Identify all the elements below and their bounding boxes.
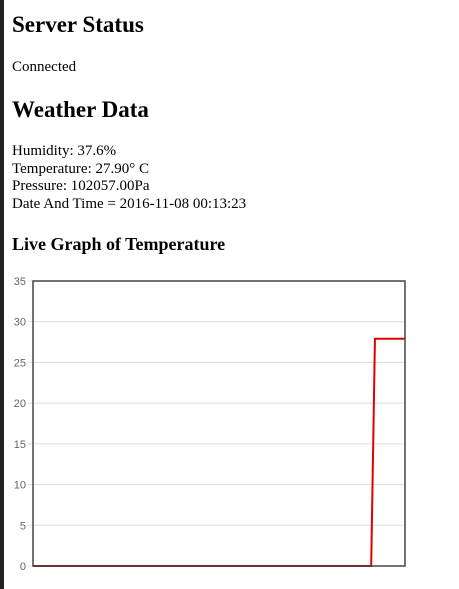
pressure-reading: Pressure: 102057.00Pa bbox=[12, 178, 150, 194]
datetime-reading: Date And Time = 2016-11-08 00:13:23 bbox=[12, 195, 247, 212]
live-graph-heading: Live Graph of Temperature bbox=[12, 234, 226, 254]
plot-area-frame bbox=[32, 280, 406, 567]
temperature-series-line bbox=[33, 337, 405, 567]
window-left-border bbox=[0, 0, 4, 589]
server-status-heading: Server Status bbox=[12, 12, 144, 37]
humidity-reading: Humidity: 37.6% bbox=[12, 143, 117, 159]
y-tick-label: 25 bbox=[14, 357, 26, 369]
y-axis-ticks: 0 5 10 15 20 25 30 35 bbox=[14, 276, 26, 573]
y-tick-label: 15 bbox=[14, 439, 26, 451]
y-tick-label: 20 bbox=[14, 398, 26, 410]
y-tick-label: 0 bbox=[20, 561, 26, 573]
weather-data-heading: Weather Data bbox=[12, 97, 149, 122]
temperature-reading: Temperature: 27.90° C bbox=[12, 160, 149, 177]
y-tick-label: 30 bbox=[14, 317, 26, 329]
y-tick-label: 5 bbox=[20, 520, 26, 532]
temperature-chart: 0 5 10 15 20 25 30 35 bbox=[14, 276, 406, 573]
chart-gridlines bbox=[28, 280, 405, 567]
y-tick-label: 10 bbox=[14, 480, 26, 492]
connection-status: Connected bbox=[12, 59, 77, 75]
y-tick-label: 35 bbox=[14, 276, 26, 288]
chart-series bbox=[33, 337, 405, 567]
weather-readings: Humidity: 37.6% Temperature: 27.90° C Pr… bbox=[12, 143, 246, 213]
